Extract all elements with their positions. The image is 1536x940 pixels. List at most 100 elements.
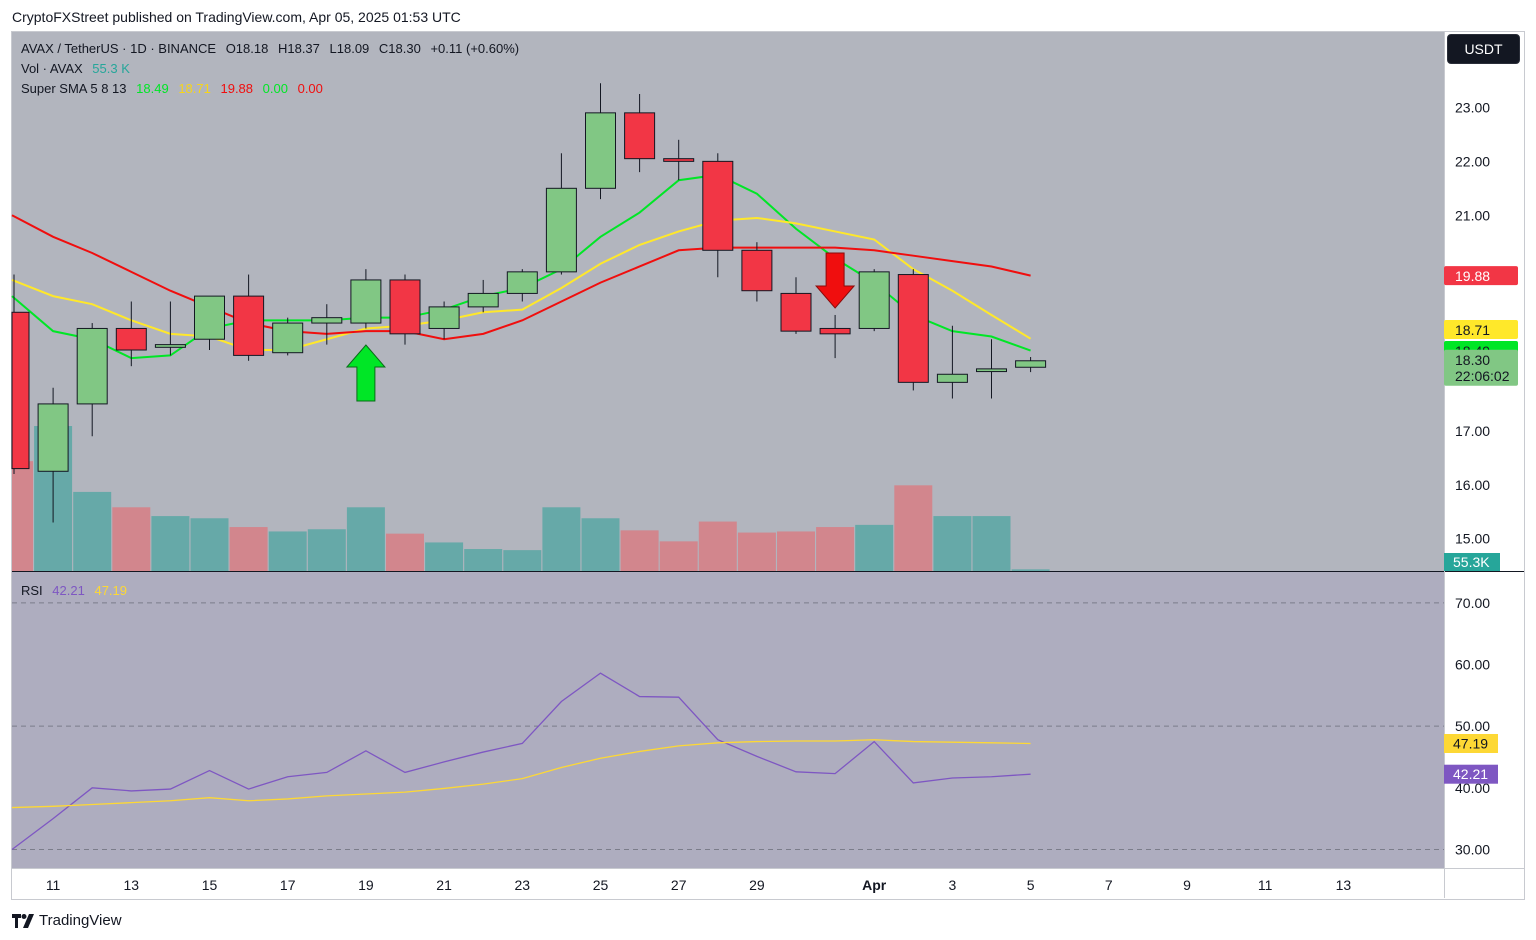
rsi-tick-label: 40.00 [1455, 780, 1490, 796]
sma13-price-label-bg [1444, 266, 1518, 286]
price-axis-bg [1444, 32, 1524, 868]
volume-bar [542, 507, 581, 571]
candle-body [976, 368, 1007, 373]
ohlc-close: C18.30 [378, 41, 421, 56]
rsi-current-label: 42.21 [1453, 766, 1488, 782]
volume-label-bg [1444, 553, 1500, 571]
volume-bar [12, 461, 33, 571]
candle-body [819, 327, 851, 335]
candle-body [897, 274, 929, 383]
time-tick-label: 17 [280, 877, 296, 893]
time-tick-label: Apr [862, 877, 887, 893]
volume-bar [268, 531, 307, 571]
candles [11, 83, 1047, 523]
candle-body [545, 187, 577, 273]
volume-bar [503, 550, 542, 571]
rsi-tick-label: 60.00 [1455, 657, 1490, 673]
tradingview-logo-icon [12, 913, 34, 928]
time-tick-label: 29 [749, 877, 765, 893]
candle-body [428, 306, 460, 329]
volume-bar [816, 527, 855, 571]
rsi-label-bg [1444, 764, 1498, 784]
rsi-value: 42.21 [52, 583, 85, 598]
price-tick-label: 23.00 [1455, 99, 1490, 115]
candle-body [506, 271, 538, 294]
axis-labels: 23.00 22.00 21.00 17.00 16.00 15.00 70.00 60.00… [46, 99, 1518, 893]
price-tick-label: 22.00 [1455, 153, 1490, 169]
candle-body [585, 112, 616, 189]
price-change: +0.11 (+0.60%) [430, 41, 520, 56]
time-tick-label: 11 [1258, 877, 1273, 893]
rsi-ma-value: 47.19 [94, 583, 128, 598]
time-tick-label: 21 [436, 877, 452, 893]
time-tick-label: 19 [358, 877, 374, 893]
sma-value-5b: 0.00 [297, 81, 323, 96]
candle-body [11, 311, 30, 470]
last-price-label-countdown: 22:06:02 [1455, 368, 1510, 384]
ohlc-open: O18.18 [225, 41, 269, 56]
candle-body [350, 279, 382, 324]
rsi-ma-current-label: 47.19 [1453, 735, 1488, 751]
time-tick-label: 9 [1183, 877, 1191, 893]
time-tick-label: 13 [1336, 877, 1352, 893]
time-axis-bg [12, 868, 1524, 898]
candle-body [311, 317, 343, 324]
sma-value-4: 0.00 [262, 81, 288, 96]
rsi-line-1 [11, 739, 1031, 809]
candle-body [741, 249, 773, 292]
volume-bar [1011, 569, 1050, 571]
rsi-grid [12, 602, 1444, 850]
candle-body [936, 373, 968, 383]
sma-legend: Super SMA 5 8 13 18.49 18.71 19.88 0.00 … [21, 81, 329, 96]
sma-line-1 [11, 216, 1032, 352]
rsi-tick-label: 30.00 [1455, 842, 1490, 858]
price-tick-label: 21.00 [1455, 207, 1490, 223]
time-tick-label: 7 [1105, 877, 1113, 893]
volume-bar [698, 521, 737, 571]
last-price-label: 18.30 [1455, 352, 1490, 368]
symbol-title: AVAX / TetherUS · 1D · BINANCE [21, 41, 217, 56]
price-tick-label: 17.00 [1455, 423, 1490, 439]
publisher-caption: CryptoFXStreet published on TradingView.… [12, 9, 461, 25]
main-pane-bg [12, 32, 1444, 571]
candle-body [37, 403, 69, 472]
candle-body [467, 292, 499, 308]
last-price-label-bg [1444, 349, 1518, 386]
candle-body [1015, 360, 1047, 368]
time-tick-label: 11 [46, 877, 61, 893]
tradingview-brand: TradingView [39, 912, 122, 929]
buy-arrow-icon [345, 344, 386, 402]
rsi-legend: RSI 42.21 47.19 [21, 583, 133, 598]
sma-line-2 [11, 214, 1031, 341]
tradingview-footer[interactable]: TradingView [12, 912, 122, 929]
candle-body [272, 322, 304, 354]
sma8-price-label: 18.71 [1455, 322, 1490, 338]
candle-body [233, 295, 265, 356]
ohlc-low: L18.09 [329, 41, 370, 56]
candle-body [194, 295, 225, 340]
volume-bar [659, 541, 698, 571]
volume-bar [386, 533, 424, 571]
rsi-ma-label-bg [1444, 733, 1498, 753]
volume-bar [855, 524, 894, 571]
rsi-label: RSI [21, 583, 43, 598]
volume-bar [229, 527, 268, 571]
volume-bar [346, 507, 385, 571]
price-tick-label: 15.00 [1455, 531, 1490, 547]
currency-button[interactable]: USDT [1447, 34, 1520, 64]
rsi-line-0 [11, 672, 1031, 851]
volume-bar [933, 516, 972, 571]
time-tick-label: 5 [1027, 877, 1035, 893]
volume-bar [464, 549, 503, 571]
volume-bar [581, 518, 620, 571]
sma13-price-label: 19.88 [1455, 268, 1490, 284]
chart-background [12, 32, 1524, 898]
volume-label: Vol · AVAX [21, 61, 83, 76]
time-tick-label: 13 [124, 877, 140, 893]
candle-body [624, 112, 656, 160]
volume-bar [972, 516, 1011, 571]
sma-value-8: 18.71 [178, 81, 211, 96]
symbol-legend: AVAX / TetherUS · 1D · BINANCE O18.18 H1… [21, 41, 525, 56]
ohlc-high: H18.37 [277, 41, 320, 56]
